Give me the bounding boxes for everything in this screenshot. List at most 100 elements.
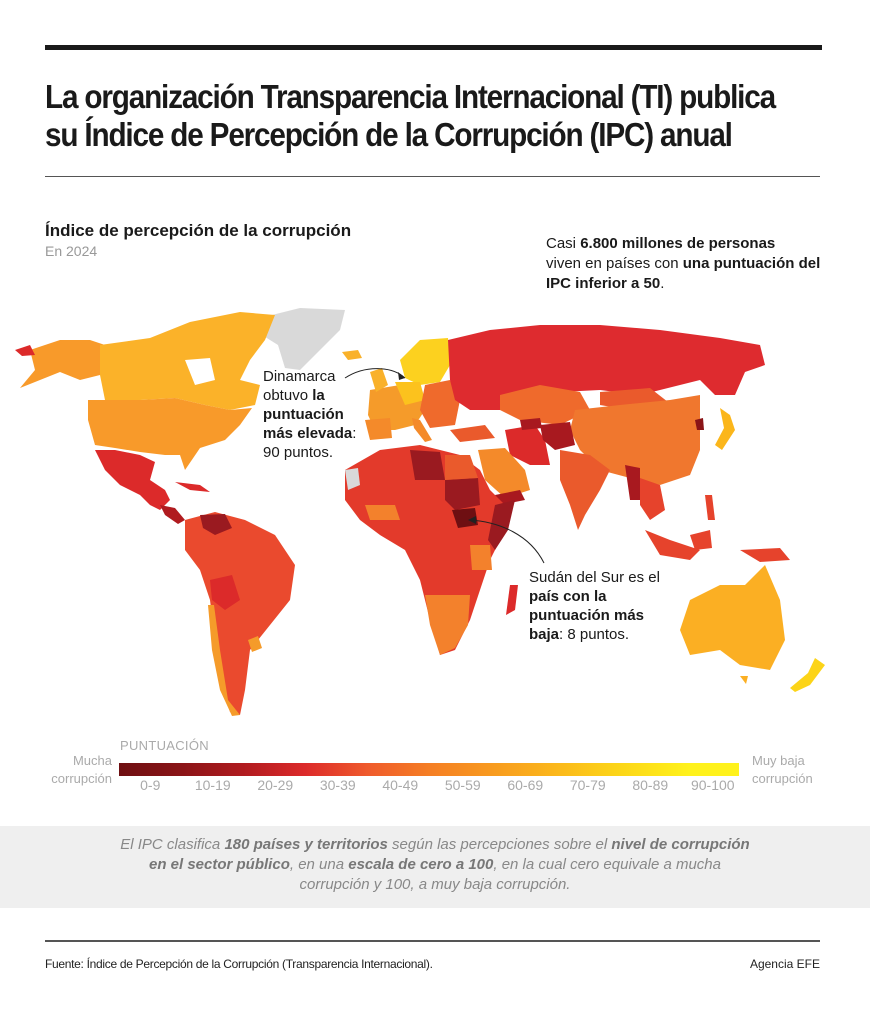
chart-subtitle: En 2024 xyxy=(45,243,98,259)
legend-tick: 40-49 xyxy=(382,777,419,793)
region-saudi-arabia xyxy=(478,448,530,498)
note-span: , en una xyxy=(289,856,349,873)
region-south-sudan xyxy=(452,508,478,528)
south-sudan-arrow-head xyxy=(468,516,476,524)
legend-tick: 30-39 xyxy=(319,777,356,793)
legend-right-label: Muy baja corrupción xyxy=(752,752,813,788)
source-text: Fuente: Índice de Percepción de la Corru… xyxy=(45,957,433,971)
region-philippines xyxy=(705,495,715,520)
region-spain xyxy=(365,418,392,440)
legend-tick: 70-79 xyxy=(569,777,606,793)
region-india xyxy=(560,450,610,530)
region-iran xyxy=(505,425,550,465)
note-span: El IPC clasifica xyxy=(120,836,225,853)
callout-text: Dinamarca obtuvo xyxy=(263,368,336,404)
region-indonesia xyxy=(645,530,790,562)
south-sudan-arrow xyxy=(469,519,545,564)
legend-tick: 80-89 xyxy=(632,777,669,793)
region-alaska xyxy=(20,340,105,388)
region-west-africa-orange xyxy=(365,505,400,520)
top-rule xyxy=(45,45,822,50)
legend-tick: 50-59 xyxy=(444,777,481,793)
south-sudan-callout: Sudán del Sur es el país con la puntuaci… xyxy=(529,568,669,644)
legend-tick: 90-100 xyxy=(690,777,735,793)
region-australia xyxy=(680,565,785,670)
region-central-europe xyxy=(395,382,425,405)
headline-line-2: su Índice de Percepción de la Corrupción… xyxy=(45,116,733,153)
legend-tick: 20-29 xyxy=(257,777,294,793)
population-callout: Casi 6.800 millones de personas viven en… xyxy=(546,234,836,294)
region-libya xyxy=(410,450,445,480)
note-text: El IPC clasifica 180 países y territorio… xyxy=(120,835,750,895)
region-turkmenistan xyxy=(520,418,542,430)
chart-title: Índice de percepción de la corrupción xyxy=(45,221,352,240)
note-span: según las percepciones sobre el xyxy=(387,836,612,853)
callout-text: Sudán del Sur es el xyxy=(529,569,660,586)
region-north-korea xyxy=(695,418,704,430)
headline: La organización Transparencia Internacio… xyxy=(45,78,837,154)
credit-text: Agencia EFE xyxy=(749,957,820,971)
world-map xyxy=(15,308,825,716)
denmark-callout: Dinamarca obtuvo la puntuación más eleva… xyxy=(263,367,373,462)
footer-rule xyxy=(45,940,820,942)
region-south-america xyxy=(185,512,295,715)
region-central-asia xyxy=(500,385,590,425)
region-madagascar xyxy=(506,585,518,615)
region-chukotka xyxy=(15,345,35,356)
region-chile xyxy=(208,605,240,716)
callout-bold: país con la puntuación más baja xyxy=(529,588,645,643)
region-bolivia xyxy=(210,575,240,610)
legend-right-line: corrupción xyxy=(752,771,813,786)
note-bold: 180 países y territorios xyxy=(224,836,388,853)
legend-right-line: Muy baja xyxy=(752,753,805,768)
note-span: , en la cual cero equivale a mucha corru… xyxy=(299,856,722,893)
note-bold: escala de cero a 100 xyxy=(348,856,494,873)
region-uk xyxy=(370,368,388,392)
divider xyxy=(45,176,820,177)
region-nordics xyxy=(400,338,450,385)
headline-line-1: La organización Transparencia Internacio… xyxy=(45,78,776,115)
note-bold: nivel de corrupción en el sector público xyxy=(148,836,750,873)
region-central-america xyxy=(160,505,185,524)
region-afghanistan xyxy=(540,422,575,450)
region-egypt xyxy=(445,455,478,480)
callout-text: . xyxy=(660,275,665,292)
region-turkey xyxy=(450,425,495,442)
callout-text: : 8 puntos. xyxy=(559,626,630,643)
callout-bold: 6.800 millones de personas xyxy=(580,235,776,252)
legend-left-line: corrupción xyxy=(51,771,112,786)
region-japan xyxy=(715,408,735,450)
legend-tick: 10-19 xyxy=(194,777,231,793)
callout-bold: una puntuación del IPC inferior a 50 xyxy=(546,255,821,292)
region-uruguay xyxy=(248,636,262,652)
region-usa xyxy=(88,398,252,470)
region-venezuela xyxy=(200,514,232,535)
region-southeast-asia xyxy=(640,478,665,520)
denmark-arrow-head xyxy=(398,372,405,380)
region-myanmar xyxy=(625,465,640,500)
legend-left-label: Mucha corrupción xyxy=(30,752,112,788)
region-southern-africa xyxy=(425,595,470,655)
region-somalia xyxy=(488,500,515,550)
region-tanzania xyxy=(470,545,492,570)
callout-bold: la puntuación más elevada xyxy=(263,387,353,442)
legend-tick: 0-9 xyxy=(140,777,161,793)
region-new-zealand xyxy=(790,658,825,692)
region-mexico xyxy=(95,450,170,510)
region-eastern-europe xyxy=(420,380,460,428)
note-box xyxy=(0,826,870,908)
legend-ticks: 0-9 10-19 20-29 30-39 40-49 50-59 60-69 … xyxy=(119,777,744,793)
legend-color-scale xyxy=(119,763,739,776)
region-iceland xyxy=(342,350,362,360)
region-caribbean xyxy=(175,482,210,492)
region-western-sahara xyxy=(345,468,360,490)
region-tasmania xyxy=(740,676,748,684)
callout-text: Casi xyxy=(546,235,581,252)
region-italy xyxy=(412,418,432,442)
region-sudan xyxy=(445,478,480,510)
region-greenland xyxy=(260,308,345,370)
callout-text: : 90 puntos. xyxy=(263,425,357,461)
callout-text: viven en países con xyxy=(546,255,683,272)
legend-left-line: Mucha xyxy=(72,753,112,768)
legend-tick: 60-69 xyxy=(507,777,544,793)
